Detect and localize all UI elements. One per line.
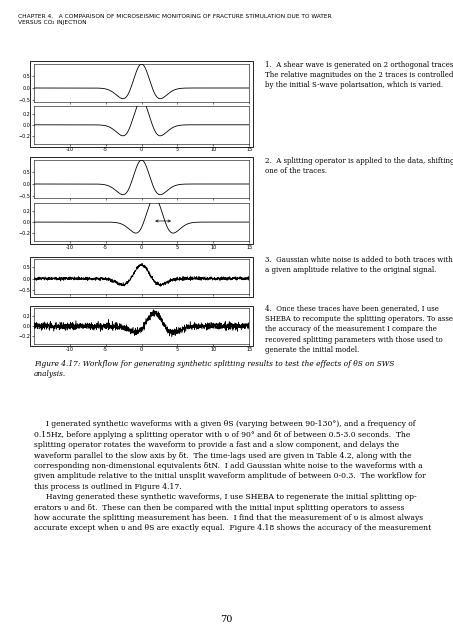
Text: 1.  A shear wave is generated on 2 orthogonal traces.
The relative magnitudes on: 1. A shear wave is generated on 2 orthog… [265,61,453,89]
Text: CHAPTER 4.   A COMPARISON OF MICROSEISMIC MONITORING OF FRACTURE STIMULATION DUE: CHAPTER 4. A COMPARISON OF MICROSEISMIC … [18,14,332,19]
Text: 3.  Gaussian white noise is added to both traces with
a given amplitude relative: 3. Gaussian white noise is added to both… [265,256,453,274]
Text: VERSUS CO₂ INJECTION: VERSUS CO₂ INJECTION [18,20,87,26]
Text: 2.  A splitting operator is applied to the data, shifting
one of the traces.: 2. A splitting operator is applied to th… [265,157,453,175]
Text: I generated synthetic waveforms with a given θS (varying between 90-130°), and a: I generated synthetic waveforms with a g… [34,420,431,532]
Text: 70: 70 [220,615,233,624]
Text: 4.  Once these traces have been generated, I use
SHEBA to recompute the splittin: 4. Once these traces have been generated… [265,305,453,354]
Text: Figure 4.17: Workflow for generating synthetic splitting results to test the eff: Figure 4.17: Workflow for generating syn… [34,360,395,378]
